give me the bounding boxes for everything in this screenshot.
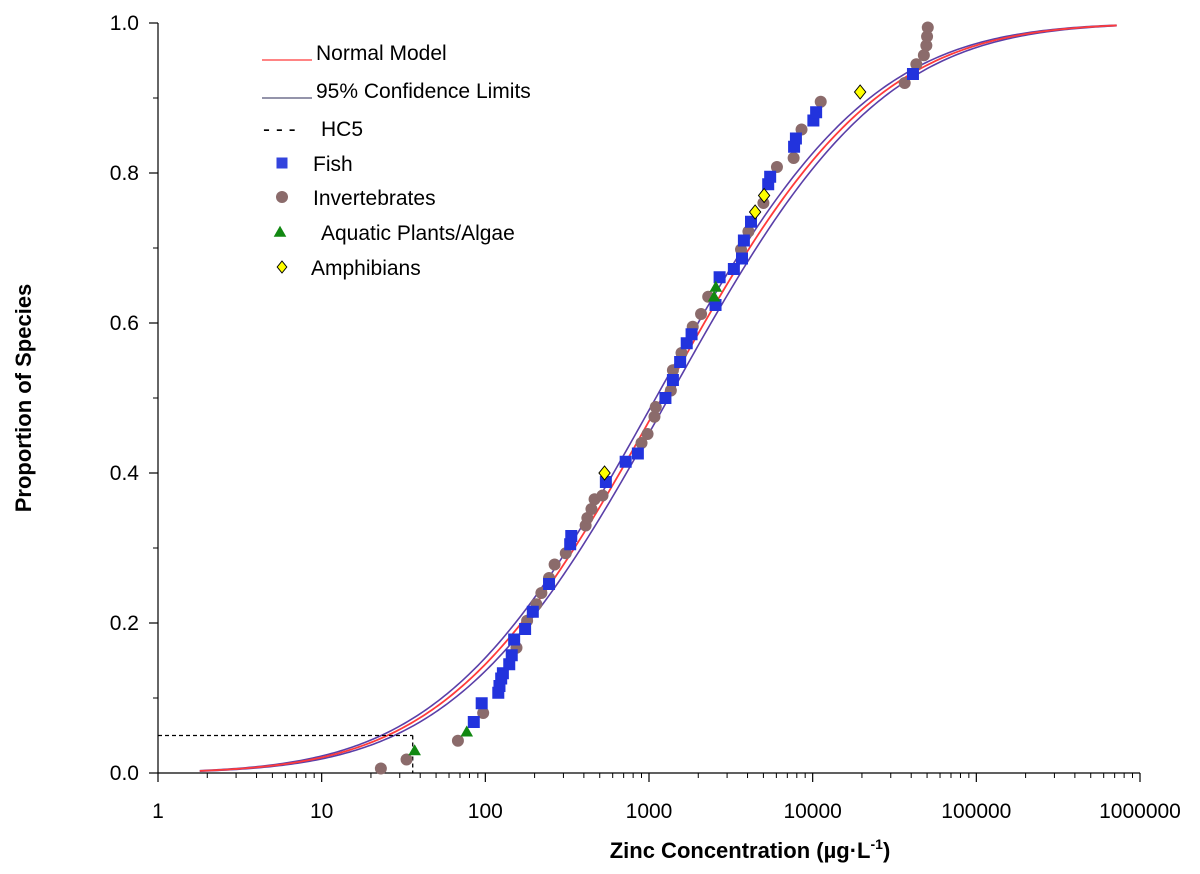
fish-point xyxy=(674,356,687,368)
axes: 0.0 0.2 0.4 0.6 0.8 1.0 1 10 100 1000 10000 100000 1… xyxy=(110,12,1181,823)
x-tick-label: 100 xyxy=(468,800,503,823)
fish-point xyxy=(599,476,612,488)
x-tick-label: 100000 xyxy=(941,800,1011,823)
legend-fish-label: Fish xyxy=(313,153,353,176)
amphibians-point xyxy=(757,187,771,204)
invertebrates-point xyxy=(585,503,598,515)
amphibians-point xyxy=(748,204,762,220)
hc5-lines xyxy=(158,734,414,773)
legend: Normal Model 95% Confidence Limits - - - HC… xyxy=(262,42,531,280)
legend-amphibians-swatch xyxy=(276,260,288,274)
invertebrates-point xyxy=(649,401,662,413)
invertebrates-point xyxy=(770,161,783,173)
amphibians-point xyxy=(853,84,867,100)
fish-point xyxy=(631,447,644,460)
y-tick-label: 1.0 xyxy=(110,12,139,35)
invertebrates-point xyxy=(910,58,923,71)
fish-point xyxy=(508,633,521,646)
invertebrates-point xyxy=(787,152,800,164)
fish-point xyxy=(543,578,556,590)
legend-invertebrates-swatch xyxy=(276,191,288,203)
x-tick-label: 10 xyxy=(310,800,333,823)
aquatic-plants-algae-point xyxy=(460,725,474,737)
legend-hc5-label: HC5 xyxy=(321,118,363,141)
legend-amphibians-label: Amphibians xyxy=(311,257,421,280)
fish-point xyxy=(519,623,532,635)
invertebrates-point xyxy=(921,21,934,34)
confidence-lower-curve xyxy=(199,24,1117,772)
invertebrates-point xyxy=(648,410,661,423)
fish-point xyxy=(505,649,518,662)
fish-point xyxy=(745,215,758,228)
data-points xyxy=(374,21,934,775)
fish-point xyxy=(526,605,539,618)
invertebrates-point xyxy=(477,707,490,719)
invertebrates-point xyxy=(451,734,464,747)
fish-point xyxy=(713,271,726,284)
x-tick-label: 1000000 xyxy=(1099,800,1181,823)
legend-aquatic-plants-algae-swatch xyxy=(273,225,287,237)
legend-fish-swatch xyxy=(276,157,288,169)
invertebrates-point xyxy=(641,428,654,440)
legend-invertebrates-label: Invertebrates xyxy=(313,187,436,210)
amphibians-point xyxy=(598,465,611,481)
fish-point xyxy=(810,106,823,119)
x-tick-label: 1000 xyxy=(626,800,673,823)
fish-point xyxy=(727,263,740,275)
fish-point xyxy=(906,68,919,80)
x-tick-label: 1 xyxy=(152,800,164,823)
invertebrates-point xyxy=(635,437,648,449)
y-tick-label: 0.8 xyxy=(110,162,139,185)
fish-point xyxy=(666,374,679,386)
y-axis-title: Proportion of Species xyxy=(11,284,36,513)
invertebrates-point xyxy=(548,558,561,571)
y-tick-label: 0.0 xyxy=(110,762,139,785)
legend-normal-model-label: Normal Model xyxy=(316,42,447,65)
fish-point xyxy=(475,697,488,710)
invertebrates-point xyxy=(921,30,934,43)
legend-aquatic-plants-algae-label: Aquatic Plants/Algae xyxy=(321,222,515,245)
invertebrates-point xyxy=(400,753,413,766)
x-axis-title: Zinc Concentration (µg·L-1) xyxy=(610,836,891,863)
fish-point xyxy=(737,234,750,247)
legend-95-confidence-limits-label: 95% Confidence Limits xyxy=(316,80,531,103)
fish-point xyxy=(709,299,722,311)
invertebrates-point xyxy=(920,39,933,52)
y-tick-label: 0.6 xyxy=(110,312,139,335)
fish-point xyxy=(764,170,777,183)
aquatic-plants-algae-point xyxy=(707,290,721,302)
fish-point xyxy=(735,252,748,265)
fish-point xyxy=(789,132,802,145)
y-tick-label: 0.2 xyxy=(110,612,139,635)
invertebrates-point xyxy=(596,489,609,502)
fish-point xyxy=(659,392,672,404)
legend-hc5-swatch: - - - xyxy=(263,118,296,141)
aquatic-plants-algae-point xyxy=(408,744,421,756)
invertebrates-point xyxy=(581,512,594,524)
invertebrates-point xyxy=(695,308,708,320)
invertebrates-point xyxy=(374,762,387,775)
fish-point xyxy=(565,530,578,542)
fish-point xyxy=(467,716,480,728)
invertebrates-point xyxy=(814,95,827,108)
x-tick-label: 10000 xyxy=(783,800,841,823)
invertebrates-point xyxy=(917,49,930,62)
fish-point xyxy=(685,328,698,341)
aquatic-plants-algae-point xyxy=(709,280,723,292)
fish-point xyxy=(619,455,632,468)
y-tick-label: 0.4 xyxy=(110,462,140,485)
